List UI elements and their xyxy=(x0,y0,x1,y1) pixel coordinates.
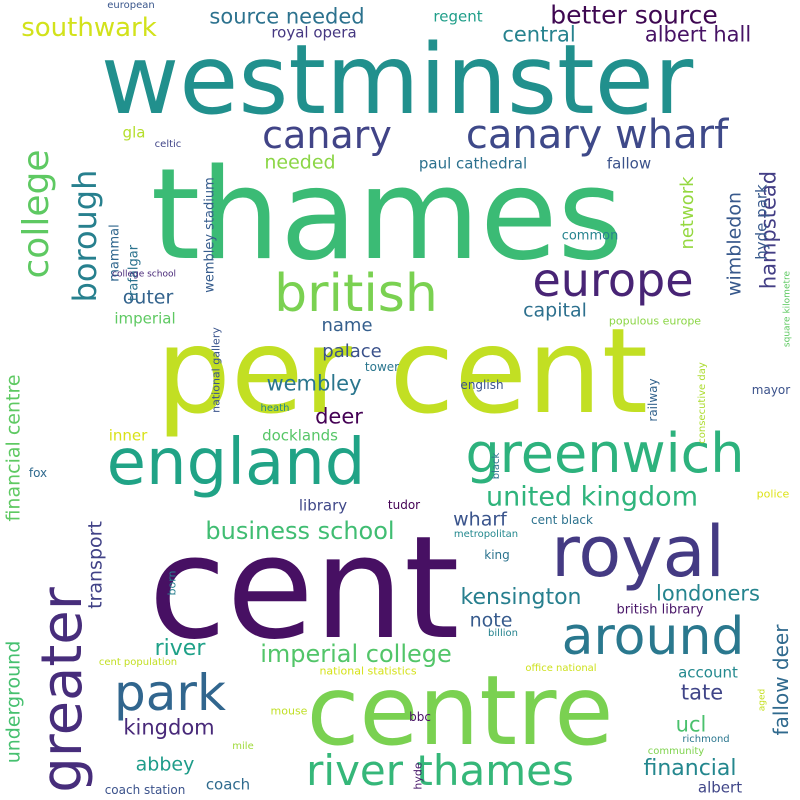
word: wharf xyxy=(453,508,507,531)
word: railway xyxy=(646,378,660,422)
word: celtic xyxy=(154,139,182,150)
word: business school xyxy=(205,517,395,545)
word: inner xyxy=(108,426,148,445)
word: regent xyxy=(433,7,483,26)
word: better source xyxy=(550,0,718,30)
word: centre xyxy=(306,655,614,767)
word: hyde xyxy=(411,762,425,790)
word: aged xyxy=(757,688,768,712)
word: cent xyxy=(148,506,460,671)
word: coach xyxy=(205,775,251,794)
word: paul cathedral xyxy=(418,154,528,173)
word: common xyxy=(561,228,619,244)
word: financial xyxy=(643,756,737,781)
word: english xyxy=(460,378,504,392)
word: college school xyxy=(112,269,176,280)
word: mayor xyxy=(751,383,791,397)
word: albert xyxy=(697,778,743,797)
word: westminster xyxy=(100,24,694,136)
word: college xyxy=(16,149,57,279)
word: square kilometre xyxy=(782,270,793,348)
word: king xyxy=(484,548,510,562)
word: royal xyxy=(551,511,725,593)
word: kensington xyxy=(460,585,582,610)
word: library xyxy=(298,496,348,515)
word: greater xyxy=(30,587,95,793)
word: per cent xyxy=(155,302,649,440)
word: imperial college xyxy=(260,640,452,668)
word: gla xyxy=(122,123,146,142)
word: ucl xyxy=(675,712,707,737)
word: mouse xyxy=(270,704,308,718)
word: imperial xyxy=(114,309,176,328)
word: central xyxy=(502,22,576,47)
word: canary wharf xyxy=(465,112,729,158)
word: borough xyxy=(66,169,104,303)
word: fallow xyxy=(606,154,652,173)
word: fallow deer xyxy=(769,624,793,736)
word: wembley xyxy=(266,371,362,396)
word: tudor xyxy=(387,498,421,512)
word: wembley stadium xyxy=(202,177,218,293)
word: billion xyxy=(488,628,518,639)
word: british xyxy=(274,264,438,324)
word: consecutive day xyxy=(697,362,708,444)
word: needed xyxy=(264,151,336,174)
word: account xyxy=(678,663,738,682)
word: populous europe xyxy=(608,314,702,328)
word: albert hall xyxy=(644,22,752,47)
word: metropolitan xyxy=(453,529,519,540)
word: name xyxy=(321,315,373,336)
word: bbc xyxy=(409,710,431,724)
word: river thames xyxy=(306,746,574,795)
word: heath xyxy=(260,403,290,414)
word: england xyxy=(106,426,366,500)
word: wimbledon xyxy=(723,191,746,297)
word: transport xyxy=(84,521,107,609)
word: network xyxy=(677,176,698,250)
word: river xyxy=(154,636,206,661)
word: docklands xyxy=(262,426,338,445)
word: londoners xyxy=(656,581,760,606)
word: tate xyxy=(680,680,724,705)
word: around xyxy=(561,607,745,667)
word: national statistics xyxy=(319,664,417,678)
word: source needed xyxy=(209,4,365,29)
word: greenwich xyxy=(465,422,745,485)
word: coach station xyxy=(104,783,186,797)
word: palace xyxy=(322,341,382,362)
word: park xyxy=(114,664,226,722)
word: financial centre xyxy=(2,374,25,522)
word: fox xyxy=(28,466,48,480)
word: europe xyxy=(532,253,694,307)
word: cent population xyxy=(98,657,178,668)
word: thames xyxy=(150,141,624,288)
word: cent black xyxy=(531,513,593,527)
word: community xyxy=(647,746,705,757)
word: mile xyxy=(232,741,254,752)
word: capital xyxy=(523,299,587,322)
word: hyde park xyxy=(752,184,771,260)
word: british library xyxy=(616,602,704,618)
word: kingdom xyxy=(123,715,215,740)
word: abbey xyxy=(135,753,195,776)
word: note xyxy=(469,609,513,632)
word: outer xyxy=(122,286,174,309)
word: underground xyxy=(2,640,25,764)
word: european xyxy=(107,0,155,11)
word: southwark xyxy=(21,13,157,43)
word: black xyxy=(491,452,502,480)
word: office national xyxy=(525,663,597,674)
word: tower xyxy=(364,360,400,374)
word: royal opera xyxy=(271,23,357,42)
word: deer xyxy=(315,404,363,429)
word: united kingdom xyxy=(486,481,698,513)
word: national gallery xyxy=(209,327,223,413)
word: richmond xyxy=(682,734,730,745)
word: canary xyxy=(262,113,392,157)
word: born xyxy=(165,570,179,596)
word: police xyxy=(756,487,790,501)
